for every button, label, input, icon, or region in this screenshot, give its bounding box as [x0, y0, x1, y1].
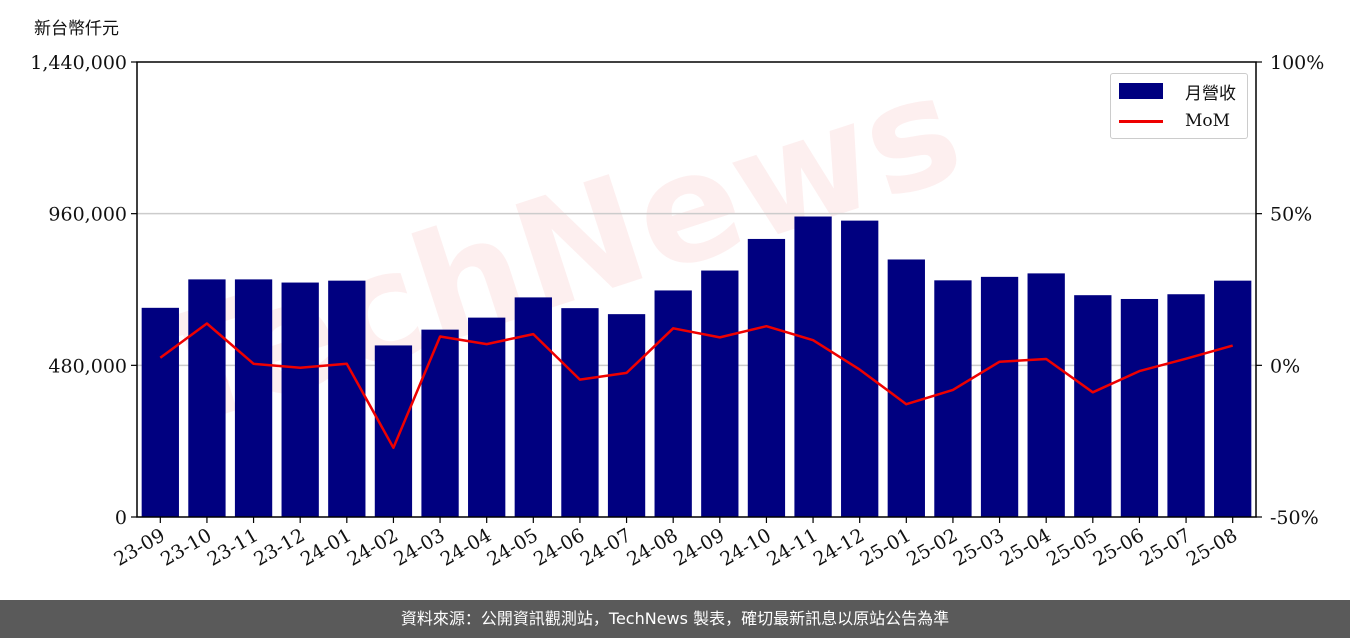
x-tick-label: 24-12: [810, 524, 868, 570]
bar-24-09: [701, 270, 739, 517]
bar-25-01: [887, 259, 925, 517]
bar-25-02: [934, 280, 972, 517]
x-tick-label: 25-02: [903, 524, 961, 570]
bar-25-04: [1027, 273, 1065, 517]
x-tick-label: 24-03: [390, 524, 448, 570]
source-footer: 資料來源：公開資訊觀測站，TechNews 製表，確切最新訊息以原站公告為準: [0, 600, 1350, 638]
bar-24-05: [514, 297, 552, 517]
left-tick-label: 960,000: [48, 204, 127, 226]
y-axis-unit-label: 新台幣仟元: [34, 19, 119, 39]
x-tick-label: 24-02: [343, 524, 401, 570]
right-tick-label: -50%: [1270, 507, 1319, 529]
right-tick-label: 0%: [1270, 355, 1300, 377]
x-tick-label: 25-08: [1183, 524, 1241, 570]
x-tick-label: 25-04: [996, 524, 1054, 570]
legend-revenue-label: 月營收: [1185, 83, 1236, 104]
bar-23-10: [188, 279, 226, 517]
legend-mom-label: MoM: [1185, 111, 1231, 131]
x-tick-label: 25-01: [856, 524, 914, 570]
bar-24-10: [747, 238, 786, 517]
bar-24-03: [421, 329, 459, 517]
x-tick-label: 23-10: [157, 524, 215, 570]
x-tick-label: 25-07: [1136, 524, 1194, 570]
x-tick-label: 23-12: [250, 524, 308, 570]
legend-item-mom: MoM: [1119, 109, 1230, 133]
bar-24-11: [794, 216, 832, 517]
bar-24-06: [561, 308, 599, 517]
x-tick-label: 25-06: [1089, 524, 1147, 570]
revenue-chart: TechNews0480,000960,0001,440,000-50%0%50…: [30, 41, 1324, 571]
bar-24-08: [654, 290, 692, 517]
bar-24-02: [374, 345, 413, 517]
x-tick-label: 24-07: [577, 524, 635, 570]
x-tick-label: 24-05: [483, 524, 541, 570]
bar-24-07: [607, 314, 646, 517]
plot-frame: [136, 61, 1257, 518]
right-tick-label: 50%: [1270, 204, 1312, 226]
x-tick-label: 23-11: [204, 524, 262, 570]
x-tick-label: 24-06: [530, 524, 588, 570]
x-tick-label: 24-08: [623, 524, 681, 570]
bar-25-08: [1214, 280, 1252, 517]
x-tick-label: 24-11: [763, 524, 821, 570]
bar-25-06: [1120, 298, 1159, 517]
bar-25-07: [1167, 294, 1205, 517]
bar-23-11: [234, 279, 273, 517]
x-tick-label: 25-03: [950, 524, 1008, 570]
chart-legend: 月營收 MoM: [1110, 73, 1248, 139]
legend-item-revenue: 月營收: [1119, 79, 1236, 104]
bar-24-04: [468, 317, 506, 517]
bar-23-09: [141, 307, 179, 517]
bar-25-03: [980, 276, 1019, 517]
x-tick-label: 24-09: [670, 524, 728, 570]
x-tick-label: 25-05: [1043, 524, 1101, 570]
legend-line-swatch: [1119, 119, 1163, 123]
right-tick-label: 100%: [1270, 52, 1324, 74]
bar-25-05: [1074, 295, 1112, 517]
bar-24-01: [328, 280, 366, 517]
left-tick-label: 0: [115, 507, 127, 529]
mom-line: [159, 322, 1234, 450]
x-tick-label: 24-04: [437, 524, 495, 570]
x-tick-label: 23-09: [110, 524, 168, 570]
left-tick-label: 480,000: [48, 355, 127, 377]
left-tick-label: 1,440,000: [30, 52, 127, 74]
bar-23-12: [281, 282, 319, 517]
x-tick-label: 24-01: [297, 524, 355, 570]
legend-bar-swatch: [1119, 83, 1163, 99]
x-tick-label: 24-10: [716, 524, 774, 570]
